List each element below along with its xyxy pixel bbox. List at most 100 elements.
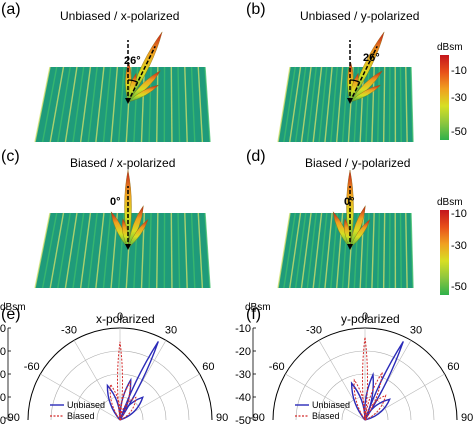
metasurface-stripe [399, 66, 402, 143]
unbiased-beam [106, 383, 121, 421]
colorbar-top-tick: -50 [451, 126, 467, 138]
biased-beam [109, 383, 121, 421]
colorbar-bottom-tick: -10 [451, 208, 467, 220]
metasurface-stripe [87, 212, 98, 289]
metasurface-stripe [79, 212, 92, 289]
metasurface-stripe [117, 66, 125, 143]
side-lobe [349, 84, 382, 103]
metasurface-stripe [190, 212, 196, 289]
panel-a-label: (a) [1, 1, 21, 18]
panel-b-3d-plot [277, 31, 414, 143]
metasurface-stripe [365, 66, 370, 143]
panel-c-3d-plot [34, 169, 211, 289]
polar-r-tick: -10 [0, 323, 6, 335]
arrow-head [347, 244, 353, 250]
metasurface-stripe [312, 212, 323, 289]
metasurface-stripe [140, 66, 146, 143]
polar-angle-tick: -60 [24, 361, 40, 373]
colorbar-top-tick: -30 [451, 92, 467, 104]
metasurface-stripe [335, 66, 344, 143]
polar-angle-tick: -60 [269, 361, 285, 373]
metasurface-stripe [57, 66, 71, 143]
polar-grid-spoke [40, 373, 121, 421]
unbiased-beam [364, 398, 391, 421]
metasurface-stripe [41, 66, 58, 143]
metasurface-stripe [177, 66, 181, 143]
metasurface-stripe [371, 212, 375, 289]
metasurface-stripe [399, 212, 402, 289]
arrow-head [125, 244, 131, 250]
metasurface-stripe [312, 66, 323, 143]
polar-r-tick: -30 [0, 369, 6, 381]
metasurface-stripe [156, 66, 159, 143]
metasurface-stripe [294, 212, 307, 289]
biased-beam [364, 372, 383, 421]
metasurface-stripe [330, 66, 339, 143]
colorbar-top-unit: dBsm [437, 42, 463, 53]
metasurface-stripe [204, 212, 211, 289]
metasurface-stripe [95, 212, 105, 289]
legend-unbiased-label: Unbiased [67, 400, 105, 410]
polar-r-unit: dBsm [245, 302, 271, 313]
panel-e-title: x-polarized [96, 312, 155, 326]
metasurface-stripe [324, 66, 333, 143]
polar-r-tick: -30 [235, 369, 251, 381]
panel-d-angle: 0° [344, 196, 355, 208]
polar-angle-tick: 90 [461, 412, 473, 424]
metasurface-stripe [318, 66, 328, 143]
legend-biased-label: Biased [312, 411, 340, 421]
metasurface-stripe [148, 212, 152, 289]
polar-r-tick: -20 [0, 346, 6, 358]
unbiased-beam [364, 341, 404, 421]
colorbar-top [440, 55, 449, 140]
metasurface-stripe [34, 66, 51, 143]
panel-c-label: (c) [1, 148, 20, 165]
metasurface-stripe [306, 66, 317, 143]
side-lobe [349, 218, 371, 249]
metasurface-stripe [377, 212, 381, 289]
metasurface-stripe [306, 212, 317, 289]
legend-unbiased-label: Unbiased [312, 400, 350, 410]
panel-a-title: Unbiased / x-polarized [60, 9, 180, 23]
metasurface-stripe [49, 66, 65, 143]
colorbar-top-tick: -10 [451, 65, 467, 77]
metasurface-stripe [405, 212, 408, 289]
polar-r-tick: -40 [235, 392, 251, 404]
metasurface-stripe [289, 212, 302, 289]
polar-r-tick: -50 [235, 415, 251, 426]
polar-angle-tick: -30 [61, 324, 77, 336]
polar-r-unit: dBsm [0, 302, 26, 313]
metasurface-stripe [87, 66, 98, 143]
metasurface-stripe [170, 212, 173, 289]
polar-r-tick: -40 [0, 392, 6, 404]
panel-c-title: Biased / x-polarized [70, 156, 176, 170]
polar-angle-tick: 0 [362, 311, 368, 323]
metasurface-stripe [382, 212, 386, 289]
legend-biased-label: Biased [67, 411, 95, 421]
polar-angle-tick: -90 [249, 412, 265, 424]
panel-f-title: y-polarized [341, 312, 400, 326]
metasurface-stripe [324, 212, 333, 289]
metasurface-stripe [57, 212, 71, 289]
metasurface-stripe [405, 66, 408, 143]
metasurface-plane [35, 213, 210, 288]
metasurface-stripe [410, 66, 414, 143]
panel-a-3d-plot [34, 31, 211, 143]
side-lobe [127, 218, 149, 249]
metasurface-stripe [64, 212, 78, 289]
metasurface-stripe [170, 66, 173, 143]
metasurface-stripe [177, 212, 181, 289]
polar-angle-tick: 60 [447, 361, 459, 373]
polar-grid-spoke [364, 373, 445, 421]
colorbar-bottom-tick: -50 [451, 281, 467, 293]
metasurface-stripe [197, 212, 204, 289]
metasurface-stripe [294, 66, 307, 143]
panel-b-angle: 26° [363, 52, 380, 64]
side-lobe [127, 84, 160, 103]
polar-r-tick: -10 [235, 323, 251, 335]
colorbar-bottom-unit: dBsm [437, 197, 463, 208]
metasurface-stripe [102, 66, 112, 143]
metasurface-stripe [72, 212, 85, 289]
biased-beam [364, 394, 387, 421]
